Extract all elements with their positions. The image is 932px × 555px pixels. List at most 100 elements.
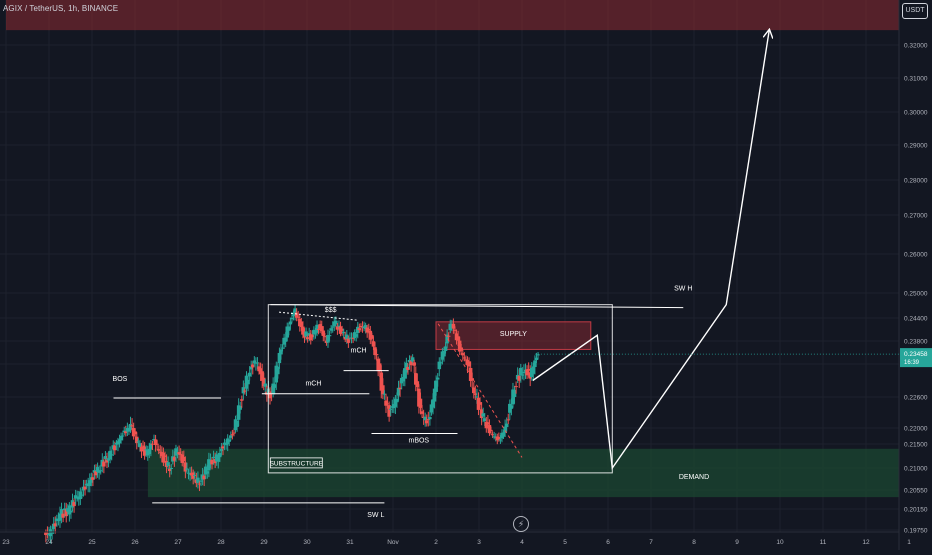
price-tick-label: 0.22000 [904,426,928,433]
candle-body [75,496,79,499]
candle-body [62,508,67,511]
candle-body [418,398,423,408]
candle-body [238,405,242,410]
candle-body [374,354,379,356]
candle-body [156,449,161,451]
candle-body [169,468,174,470]
candle-body [414,373,418,385]
candle-body [153,439,158,446]
candle-body [45,533,50,535]
candle-body [315,324,319,333]
candle-body [398,387,402,390]
time-tick-label: 12 [862,539,870,546]
candle-body [219,448,224,452]
candle-body [316,328,321,330]
candle-body [64,509,69,517]
time-tick-label: 9 [735,539,739,546]
price-tick-label: 0.31000 [904,76,928,83]
candle-body [437,361,442,370]
candle-body [95,467,100,472]
candle-body [456,336,460,341]
candle-body [80,494,84,496]
candle-body [185,468,189,470]
candle-body [326,335,330,343]
candle-body [531,366,536,374]
supply-zone-label: SUPPLY [500,331,527,338]
candle-body [133,431,137,435]
price-countdown: 16:39 [904,360,920,366]
price-tick-label: 0.28000 [904,178,928,185]
candle-body [83,486,87,490]
candle-body [327,335,332,337]
candle-body [312,329,316,335]
time-tick-label: 24 [45,539,53,546]
candle-body [478,402,482,405]
price-axis-bg [899,0,932,550]
candle-body [319,326,324,332]
candle-body [142,446,147,456]
candle-body [396,387,401,396]
candle-body [277,352,282,364]
candle-body [526,368,531,371]
candle-body [87,480,92,486]
candle-body [155,443,159,445]
candle-body [241,387,246,394]
candle-body [503,426,507,433]
lightning-icon[interactable]: ⚡ [513,516,529,532]
candle-body [221,446,225,449]
candle-body [346,338,351,343]
candle-body [381,385,385,395]
symbol-title: AGIX / TetherUS, 1h, BINANCE [3,4,119,13]
price-tick-label: 0.21500 [904,442,928,449]
swing-high-line [270,304,684,309]
candle-body [61,513,65,518]
candle-body [97,470,101,473]
last-price-badge [900,348,932,368]
candle-body [260,371,264,381]
candle-body [294,312,299,318]
candle-body [183,462,188,472]
time-tick-label: 1 [907,539,911,546]
time-tick-label: 23 [2,539,10,546]
candle-body [448,323,453,331]
candle-body [371,341,376,347]
annotation-label: BOS [113,376,128,383]
candle-body [141,445,145,447]
candle-body [501,432,506,437]
candle-body [462,357,467,359]
candle-body [177,452,181,455]
candle-body [230,434,235,436]
candle-body [489,429,493,431]
candle-body [280,347,285,349]
candle-body [370,335,374,339]
time-tick-label: 6 [606,539,610,546]
price-tick-label: 0.30000 [904,110,928,117]
currency-button[interactable]: USDT [902,3,928,19]
time-tick-label: 10 [776,539,784,546]
candle-body [216,455,221,462]
candle-body [138,443,142,448]
candle-body [235,420,239,428]
candle-body [51,523,56,529]
candle-body [249,366,253,370]
candle-body [484,421,489,429]
candle-body [467,361,471,367]
candle-body [229,435,233,438]
candle-body [272,384,277,388]
candle-body [196,477,200,483]
candle-body [345,334,349,339]
bearish-trendline [437,323,523,458]
price-tick-label: 0.27000 [904,213,928,220]
candle-body [497,436,501,440]
candle-body [236,405,241,420]
candle-body [490,434,495,436]
candle-body [373,347,377,356]
price-tick-label: 0.25000 [904,291,928,298]
candle-body [321,330,326,336]
candle-body [335,326,340,330]
candle-body [166,462,170,467]
candle-body [426,418,431,420]
candle-body [299,321,304,328]
